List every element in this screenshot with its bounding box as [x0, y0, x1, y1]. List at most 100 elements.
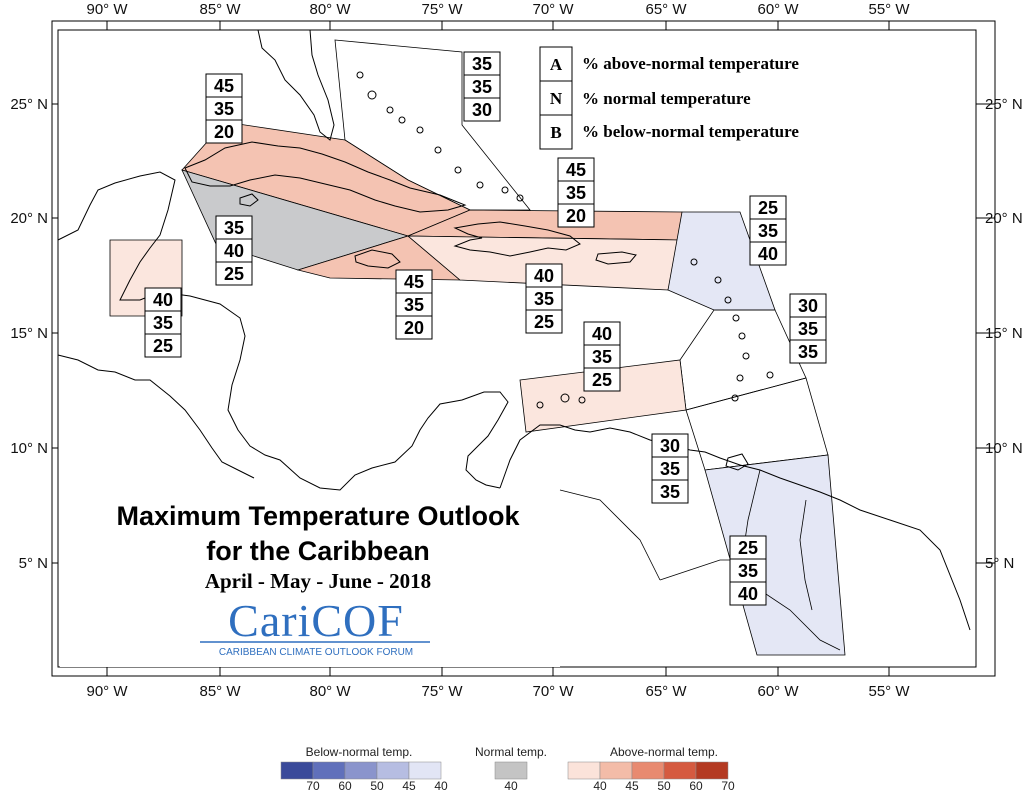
- legend-above-title: Above-normal temp.: [610, 745, 718, 759]
- prob-value-n: 35: [660, 459, 680, 479]
- prob-value-n: 35: [534, 289, 554, 309]
- legend-below-tick: 70: [306, 779, 320, 791]
- lon-label: 85° W: [199, 683, 241, 700]
- legend-above-tick: 70: [721, 779, 735, 791]
- lon-label: 80° W: [309, 1, 351, 18]
- legend-normal-tick: 40: [504, 779, 518, 791]
- lat-label: 20° N: [10, 210, 48, 227]
- title-backdrop: [60, 492, 560, 667]
- prob-value-b: 20: [566, 206, 586, 226]
- prob-value-b: 35: [798, 342, 818, 362]
- lon-label: 70° W: [532, 1, 574, 18]
- florida-coast: [257, 29, 335, 141]
- legend-above-swatch: [567, 761, 601, 780]
- prob-cell: [557, 203, 595, 228]
- prob-cell: [749, 241, 787, 266]
- lat-label: 10° N: [985, 440, 1023, 457]
- legend-below-swatches: 70 60 50 45 40: [280, 761, 448, 791]
- prob-cell: [463, 97, 501, 122]
- lon-label: 55° W: [868, 1, 910, 18]
- legend-below-tick: 40: [434, 779, 448, 791]
- prob-value-n: 35: [758, 221, 778, 241]
- prob-value-a: 45: [404, 272, 424, 292]
- prob-value-b: 40: [758, 244, 778, 264]
- logo-tagline: CARIBBEAN CLIMATE OUTLOOK FORUM: [219, 647, 413, 658]
- legend-above-swatch: [663, 761, 697, 780]
- lat-label: 20° N: [985, 210, 1023, 227]
- legend-below-title: Below-normal temp.: [306, 745, 413, 759]
- legend-below-swatch: [408, 761, 442, 780]
- bahamas-islands: [356, 71, 524, 202]
- trinidad-coast: [725, 453, 749, 471]
- probability-box-trinidad: 30 35 35: [651, 433, 689, 504]
- legend-above-swatch: [631, 761, 665, 780]
- lat-label: 15° N: [10, 325, 48, 342]
- hispaniola-coast: [453, 221, 581, 257]
- legend-below-tick: 60: [338, 779, 352, 791]
- prob-value-a: 30: [798, 296, 818, 316]
- key-box-b: [539, 114, 573, 150]
- lon-label: 75° W: [421, 683, 463, 700]
- prob-value-n: 35: [153, 313, 173, 333]
- lon-label: 85° W: [199, 1, 241, 18]
- legend-above-tick: 60: [689, 779, 703, 791]
- legend-below-swatch: [344, 761, 378, 780]
- prob-value-b: 40: [738, 584, 758, 604]
- prob-value-a: 45: [214, 76, 234, 96]
- lon-label: 60° W: [757, 1, 799, 18]
- prob-cell: [205, 119, 243, 144]
- lat-labels-right: 25° N 20° N 15° N 10° N 5° N: [985, 96, 1023, 572]
- legend-above-tick: 50: [657, 779, 671, 791]
- prob-value-n: 35: [404, 295, 424, 315]
- prob-value-n: 40: [224, 241, 244, 261]
- prob-value-b: 20: [404, 318, 424, 338]
- key-label-n: % normal temperature: [582, 89, 751, 108]
- prob-value-n: 35: [214, 99, 234, 119]
- key-letter-a: A: [550, 55, 563, 74]
- lon-label: 75° W: [421, 1, 463, 18]
- prob-value-a: 35: [472, 54, 492, 74]
- probability-box-hispaniola-north: 45 35 20: [557, 157, 595, 228]
- south-america-north-coast: [499, 424, 971, 631]
- probability-boxes: 3535304535203540254035254535204535204035…: [144, 51, 827, 606]
- prob-cell: [583, 367, 621, 392]
- key-letter-n: N: [550, 89, 563, 108]
- axis-ticks: [52, 21, 995, 676]
- legend-below-tick: 50: [370, 779, 384, 791]
- prob-value-b: 35: [660, 482, 680, 502]
- map-title-line1: Maximum Temperature Outlook: [116, 501, 520, 531]
- color-legend: Below-normal temp. Normal temp. Above-no…: [280, 745, 735, 791]
- prob-value-b: 25: [534, 312, 554, 332]
- prob-value-n: 35: [798, 319, 818, 339]
- lon-labels-top: 90° W 85° W 80° W 75° W 70° W 65° W 60° …: [86, 1, 910, 18]
- lat-label: 25° N: [10, 96, 48, 113]
- lon-label: 80° W: [309, 683, 351, 700]
- suriname-border: [799, 499, 813, 611]
- jamaica-coast: [354, 249, 401, 269]
- lat-label: 5° N: [19, 555, 48, 572]
- legend-normal-swatch: [494, 761, 528, 780]
- legend-above-tick: 40: [593, 779, 607, 791]
- lon-label: 90° W: [86, 683, 128, 700]
- probability-box-guianas: 25 35 40: [729, 535, 767, 606]
- prob-value-a: 35: [224, 218, 244, 238]
- probability-box-cayman: 35 40 25: [215, 215, 253, 286]
- legend-normal-title: Normal temp.: [475, 745, 547, 759]
- lon-label: 70° W: [532, 683, 574, 700]
- lat-labels-left: 25° N 20° N 15° N 10° N 5° N: [10, 96, 48, 572]
- lon-label: 60° W: [757, 683, 799, 700]
- map-title-line2: for the Caribbean: [206, 536, 430, 566]
- prob-value-b: 25: [153, 336, 173, 356]
- legend-normal-swatches: 40: [494, 761, 528, 791]
- legend-below-swatch: [376, 761, 410, 780]
- prob-value-a: 40: [534, 266, 554, 286]
- prob-value-b: 25: [224, 264, 244, 284]
- prob-value-a: 25: [758, 198, 778, 218]
- prob-value-a: 25: [738, 538, 758, 558]
- probability-box-windwards: 30 35 35: [789, 293, 827, 364]
- probability-box-leewards: 25 35 40: [749, 195, 787, 266]
- lat-label: 10° N: [10, 440, 48, 457]
- lon-labels-bottom: 90° W 85° W 80° W 75° W 70° W 65° W 60° …: [86, 683, 910, 700]
- key-label-b: % below-normal temperature: [582, 122, 799, 141]
- puerto-rico-coast: [595, 251, 637, 265]
